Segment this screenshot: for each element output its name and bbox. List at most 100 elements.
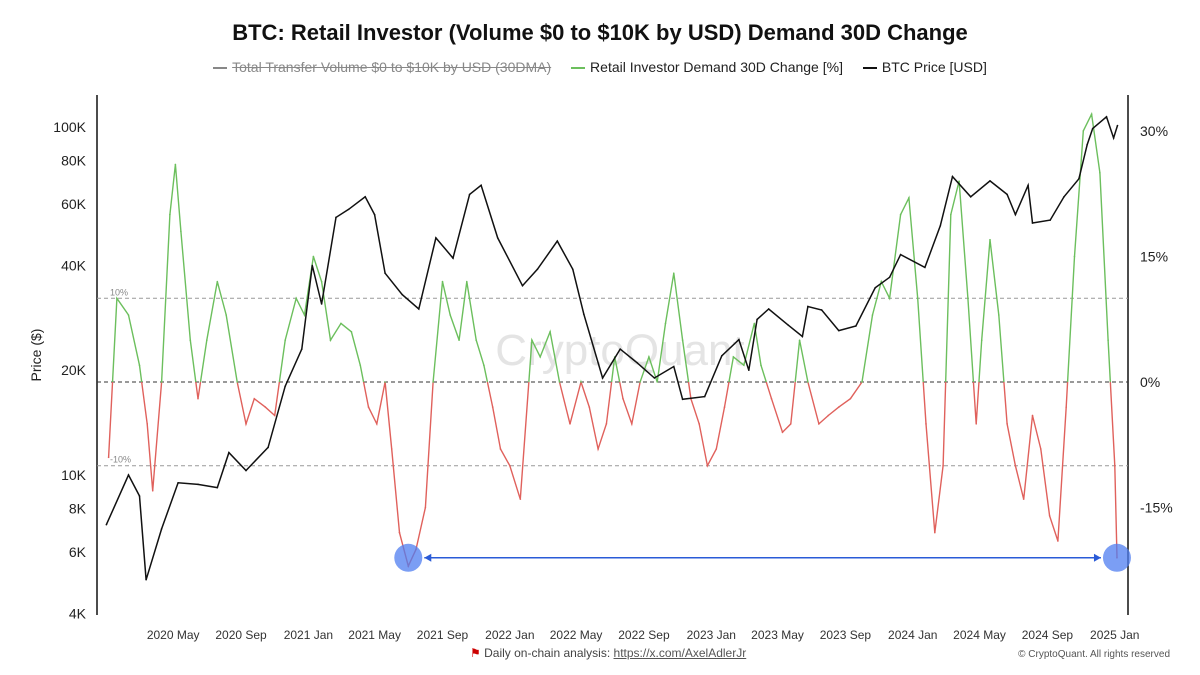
demand-point bbox=[934, 531, 936, 534]
demand-point bbox=[723, 406, 726, 408]
demand-point bbox=[818, 423, 820, 425]
price-point bbox=[452, 257, 454, 259]
demand-point bbox=[998, 314, 1000, 316]
price-point bbox=[899, 253, 902, 256]
left-tick-label: 60K bbox=[61, 196, 87, 212]
legend-item-price[interactable]: BTC Price [USD] bbox=[862, 59, 987, 75]
price-point bbox=[801, 335, 804, 338]
price-point bbox=[939, 225, 942, 227]
price-point bbox=[245, 469, 247, 472]
left-tick-label: 80K bbox=[61, 153, 87, 169]
legend: Total Transfer Volume $0 to $10K by USD … bbox=[0, 59, 1200, 75]
price-point bbox=[989, 180, 991, 182]
demand-point bbox=[236, 381, 238, 383]
price-point bbox=[837, 329, 840, 332]
demand-point bbox=[519, 498, 522, 500]
demand-point bbox=[458, 339, 460, 341]
price-point bbox=[521, 284, 524, 287]
price-point bbox=[1027, 184, 1029, 187]
demand-point bbox=[807, 381, 809, 383]
price-point bbox=[703, 395, 706, 398]
price-point bbox=[1049, 219, 1051, 221]
x-tick-label: 2022 Sep bbox=[618, 628, 670, 642]
demand-point bbox=[320, 280, 323, 283]
demand-point bbox=[639, 381, 641, 383]
price-point bbox=[320, 303, 323, 305]
demand-point bbox=[303, 314, 306, 316]
price-point bbox=[756, 318, 758, 321]
demand-point bbox=[770, 397, 773, 400]
demand-point bbox=[569, 423, 571, 425]
reference-label: 10% bbox=[110, 287, 128, 297]
demand-point bbox=[1107, 339, 1109, 341]
x-tick-label: 2023 May bbox=[751, 628, 804, 642]
demand-point bbox=[743, 364, 745, 367]
left-tick-label: 100K bbox=[53, 119, 86, 135]
x-tick-label: 2023 Jan bbox=[687, 628, 736, 642]
demand-point bbox=[827, 414, 830, 417]
price-point bbox=[335, 216, 337, 219]
demand-point bbox=[958, 180, 960, 182]
demand-point bbox=[216, 280, 219, 283]
demand-point bbox=[753, 322, 756, 325]
price-point bbox=[1063, 196, 1065, 198]
demand-point bbox=[441, 280, 444, 283]
demand-point bbox=[160, 381, 163, 383]
copyright: © CryptoQuant. All rights reserved bbox=[1018, 649, 1170, 660]
demand-point bbox=[942, 464, 944, 467]
demand-point bbox=[390, 448, 393, 450]
demand-point bbox=[1022, 498, 1025, 500]
demand-point bbox=[424, 506, 427, 509]
x-tick-label: 2024 Sep bbox=[1022, 628, 1074, 642]
demand-point bbox=[432, 381, 434, 383]
author-link[interactable]: https://x.com/AxelAdlerJr bbox=[613, 646, 747, 660]
price-point bbox=[1116, 124, 1119, 127]
demand-point bbox=[916, 297, 919, 300]
demand-series-positive bbox=[111, 111, 1112, 382]
demand-point bbox=[880, 280, 883, 283]
demand-point bbox=[1090, 113, 1093, 115]
price-point bbox=[1031, 222, 1034, 224]
demand-point bbox=[340, 322, 342, 325]
demand-point bbox=[483, 364, 485, 367]
price-point bbox=[820, 309, 823, 311]
demand-point bbox=[245, 423, 247, 425]
arrow-head-right-icon bbox=[1093, 553, 1101, 562]
demand-point bbox=[509, 464, 511, 467]
demand-point bbox=[206, 339, 208, 341]
price-point bbox=[571, 268, 574, 271]
demand-point bbox=[664, 322, 667, 325]
demand-point bbox=[312, 255, 315, 258]
flag-icon: ⚑ bbox=[470, 646, 481, 660]
price-point bbox=[1014, 213, 1017, 216]
price-point bbox=[767, 308, 770, 310]
demand-point bbox=[1099, 171, 1101, 174]
demand-point bbox=[146, 423, 149, 425]
price-point bbox=[373, 213, 376, 216]
demand-point bbox=[837, 406, 840, 408]
left-tick-label: 8K bbox=[69, 501, 87, 517]
demand-point bbox=[975, 423, 978, 425]
demand-point bbox=[781, 431, 784, 434]
legend-item-volume[interactable]: Total Transfer Volume $0 to $10K by USD … bbox=[213, 59, 551, 75]
price-point bbox=[951, 175, 954, 178]
footer-note: ⚑ Daily on-chain analysis: https://x.com… bbox=[470, 646, 747, 660]
price-point bbox=[874, 287, 877, 289]
price-point bbox=[300, 348, 303, 350]
x-tick-label: 2024 Jan bbox=[888, 628, 937, 642]
demand-point bbox=[197, 397, 199, 400]
left-tick-label: 10K bbox=[61, 467, 87, 483]
demand-point bbox=[706, 464, 709, 467]
demand-point bbox=[558, 381, 561, 383]
demand-point bbox=[350, 330, 353, 333]
demand-point bbox=[1073, 255, 1076, 258]
demand-point bbox=[273, 414, 276, 417]
demand-point bbox=[1014, 464, 1017, 467]
price-point bbox=[417, 308, 420, 310]
demand-point bbox=[588, 406, 591, 408]
demand-point bbox=[760, 364, 762, 367]
demand-point bbox=[925, 423, 927, 425]
legend-item-demand[interactable]: Retail Investor Demand 30D Change [%] bbox=[571, 59, 843, 75]
left-tick-label: 6K bbox=[69, 544, 87, 560]
price-point bbox=[855, 325, 857, 327]
